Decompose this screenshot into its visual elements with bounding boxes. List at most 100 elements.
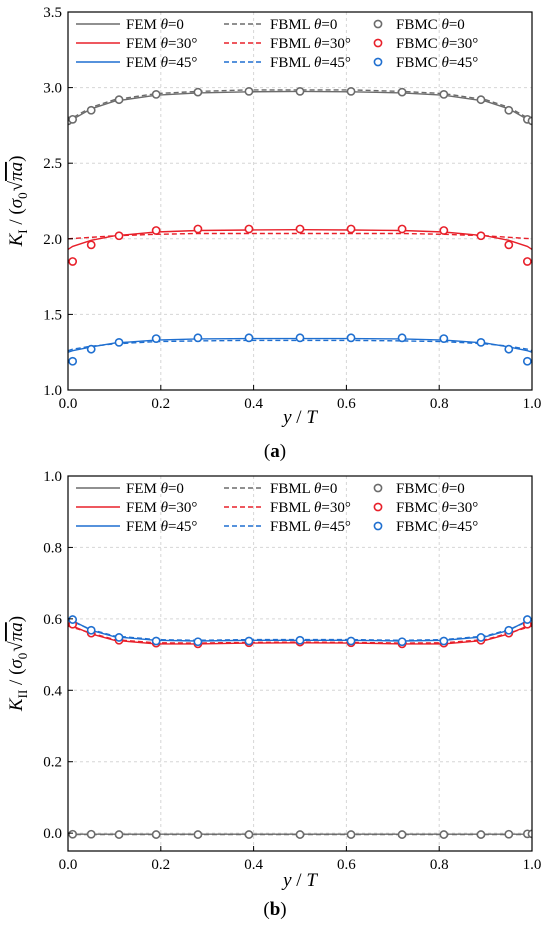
legend-entry-theta: θ [161,481,169,497]
data-point [68,257,78,266]
legend-marker [373,57,383,67]
legend-entry-method: FBML [270,481,314,497]
data-point [68,829,78,839]
y-axis-label-pi: πa [6,622,27,641]
legend-entry-theta: θ [441,481,449,497]
legend-entry-theta: θ [161,17,169,33]
legend-entry-theta: θ [314,36,322,52]
data-point [86,829,96,839]
legend-entry-angle: =0 [449,17,465,33]
data-point [86,625,96,635]
data-point [346,830,356,839]
plot-frame [67,475,533,852]
data-point [244,86,254,96]
legend-entry-theta: θ [441,55,449,71]
data-point [86,240,96,250]
legend-entry-method: FBML [270,500,314,516]
legend-marker [373,19,383,29]
y-tick-label: 2.5 [43,156,62,172]
data-point [476,95,486,105]
legend-entry-angle: =30° [449,36,478,52]
y-axis-label-slash: / ( [6,669,27,690]
legend-entry-method: FEM [126,17,161,33]
legend-entry: FEM θ=45° [126,55,197,71]
x-tick-label: 0.8 [430,396,449,412]
x-axis-label: y / T [281,407,318,428]
panel-caption: (a) [264,441,286,462]
data-point [244,636,254,646]
panel-a: 0.0 0.2 0.4 0.6 0.8 1.0 1.0 1.5 2.0 2.5 3.0 3.5 y / … [6,5,541,462]
data-point [151,636,161,646]
data-point [151,830,161,839]
x-axis-label-sep: / [292,407,307,428]
caption-close: ) [280,899,286,920]
legend-entry-method: FBMC [396,481,441,497]
legend-marker [373,38,383,48]
legend-entry: FBML θ=45° [270,55,351,71]
data-point [439,636,449,646]
panel-caption: (b) [263,899,286,920]
x-tick-label: 0.2 [151,396,170,412]
data-point [346,636,356,646]
data-point [295,333,305,343]
plot-area [68,86,532,366]
y-tick-label: 0.0 [43,826,62,842]
data-point [504,625,514,635]
y-axis-label-pi: πa [6,162,27,181]
panel-b: 0.0 0.2 0.4 0.6 0.8 1.0 0.0 0.2 0.4 0.6 0.8 1.0 y / … [6,469,541,920]
x-tick-label: 0.2 [151,857,170,873]
data-point [86,105,96,115]
legend-entry-method: FBMC [396,519,441,535]
data-point [346,333,356,343]
legend-entry-theta: θ [314,17,322,33]
data-point [476,830,486,839]
y-tick-label: 0.4 [43,683,62,699]
y-axis-label-k: K [6,232,27,247]
legend-entry-theta: θ [314,481,322,497]
legend-entry-angle: =30° [321,500,350,516]
data-point [504,240,514,250]
data-point [439,226,449,235]
legend-entry: FBML θ=30° [270,500,351,516]
legend-entry: FBML θ=45° [270,519,351,535]
legend-entry-method: FBML [270,55,314,71]
legend-entry-method: FBMC [396,500,441,516]
y-axis-label-k: K [6,697,27,712]
legend-entry-method: FEM [126,36,161,52]
legend-entry-method: FEM [126,500,161,516]
y-tick-label: 3.0 [43,81,62,97]
data-point [346,86,356,96]
legend-entry-theta: θ [161,55,169,71]
data-point [151,90,161,99]
legend-entry: FBMC θ=30° [396,500,478,516]
y-tick-label: 1.0 [43,383,62,399]
legend-entry: FEM θ=30° [126,36,197,52]
legend-entry-method: FBML [270,17,314,33]
data-point [295,224,305,234]
legend-entry-angle: =30° [449,500,478,516]
y-tick-label: 2.0 [43,232,62,248]
legend-entry-angle: =45° [168,519,197,535]
legend-entry: FBML θ=0 [270,481,337,497]
legend-entry-angle: =0 [449,481,465,497]
legend-entry-angle: =45° [449,55,478,71]
data-point [504,105,514,115]
x-axis-label-var: T [306,870,318,891]
data-point [295,830,305,839]
x-axis-label-var: T [306,407,318,428]
legend-entry-theta: θ [161,519,169,535]
legend-entry: FEM θ=0 [126,481,184,497]
caption-letter: a [270,441,280,462]
plot-area [68,615,532,839]
y-tick-label: 0.2 [43,755,62,771]
data-point [68,356,78,366]
legend-entry: FBML θ=30° [270,36,351,52]
legend-entry-theta: θ [314,55,322,71]
data-point [397,87,407,97]
data-point [504,344,514,354]
x-tick-label: 0.0 [59,857,78,873]
legend-entry: FEM θ=45° [126,519,197,535]
data-point [476,337,486,347]
data-point [504,829,514,839]
legend-entry: FBMC θ=45° [396,519,478,535]
